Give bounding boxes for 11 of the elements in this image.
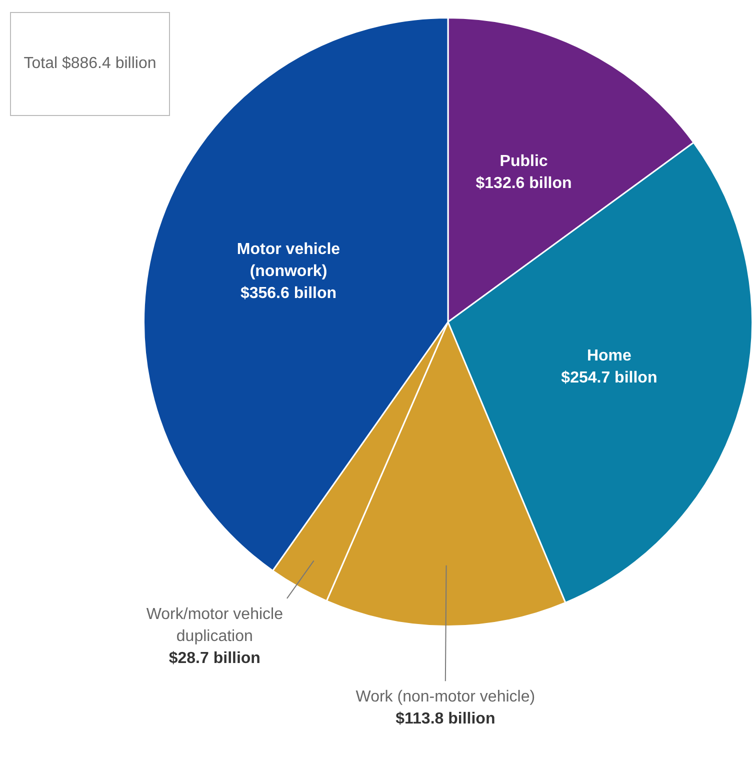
data-label: $254.7 billon	[561, 369, 658, 386]
data-label: $28.7 billion	[168, 650, 260, 667]
data-label: $356.6 billon	[240, 284, 337, 302]
slice-label: Public	[500, 153, 548, 170]
data-label: $132.6 billon	[476, 175, 572, 192]
text: Total $886.4 billion	[10, 12, 170, 116]
slice-label: Work (non-motor vehicle)	[356, 688, 536, 706]
slice-label: Motor vehicle (nonwork)	[236, 240, 340, 280]
slice-label: Home	[586, 347, 632, 364]
data-label: $113.8 billion	[396, 710, 496, 728]
slice-label: Work/motor vehicle duplication	[146, 606, 284, 645]
